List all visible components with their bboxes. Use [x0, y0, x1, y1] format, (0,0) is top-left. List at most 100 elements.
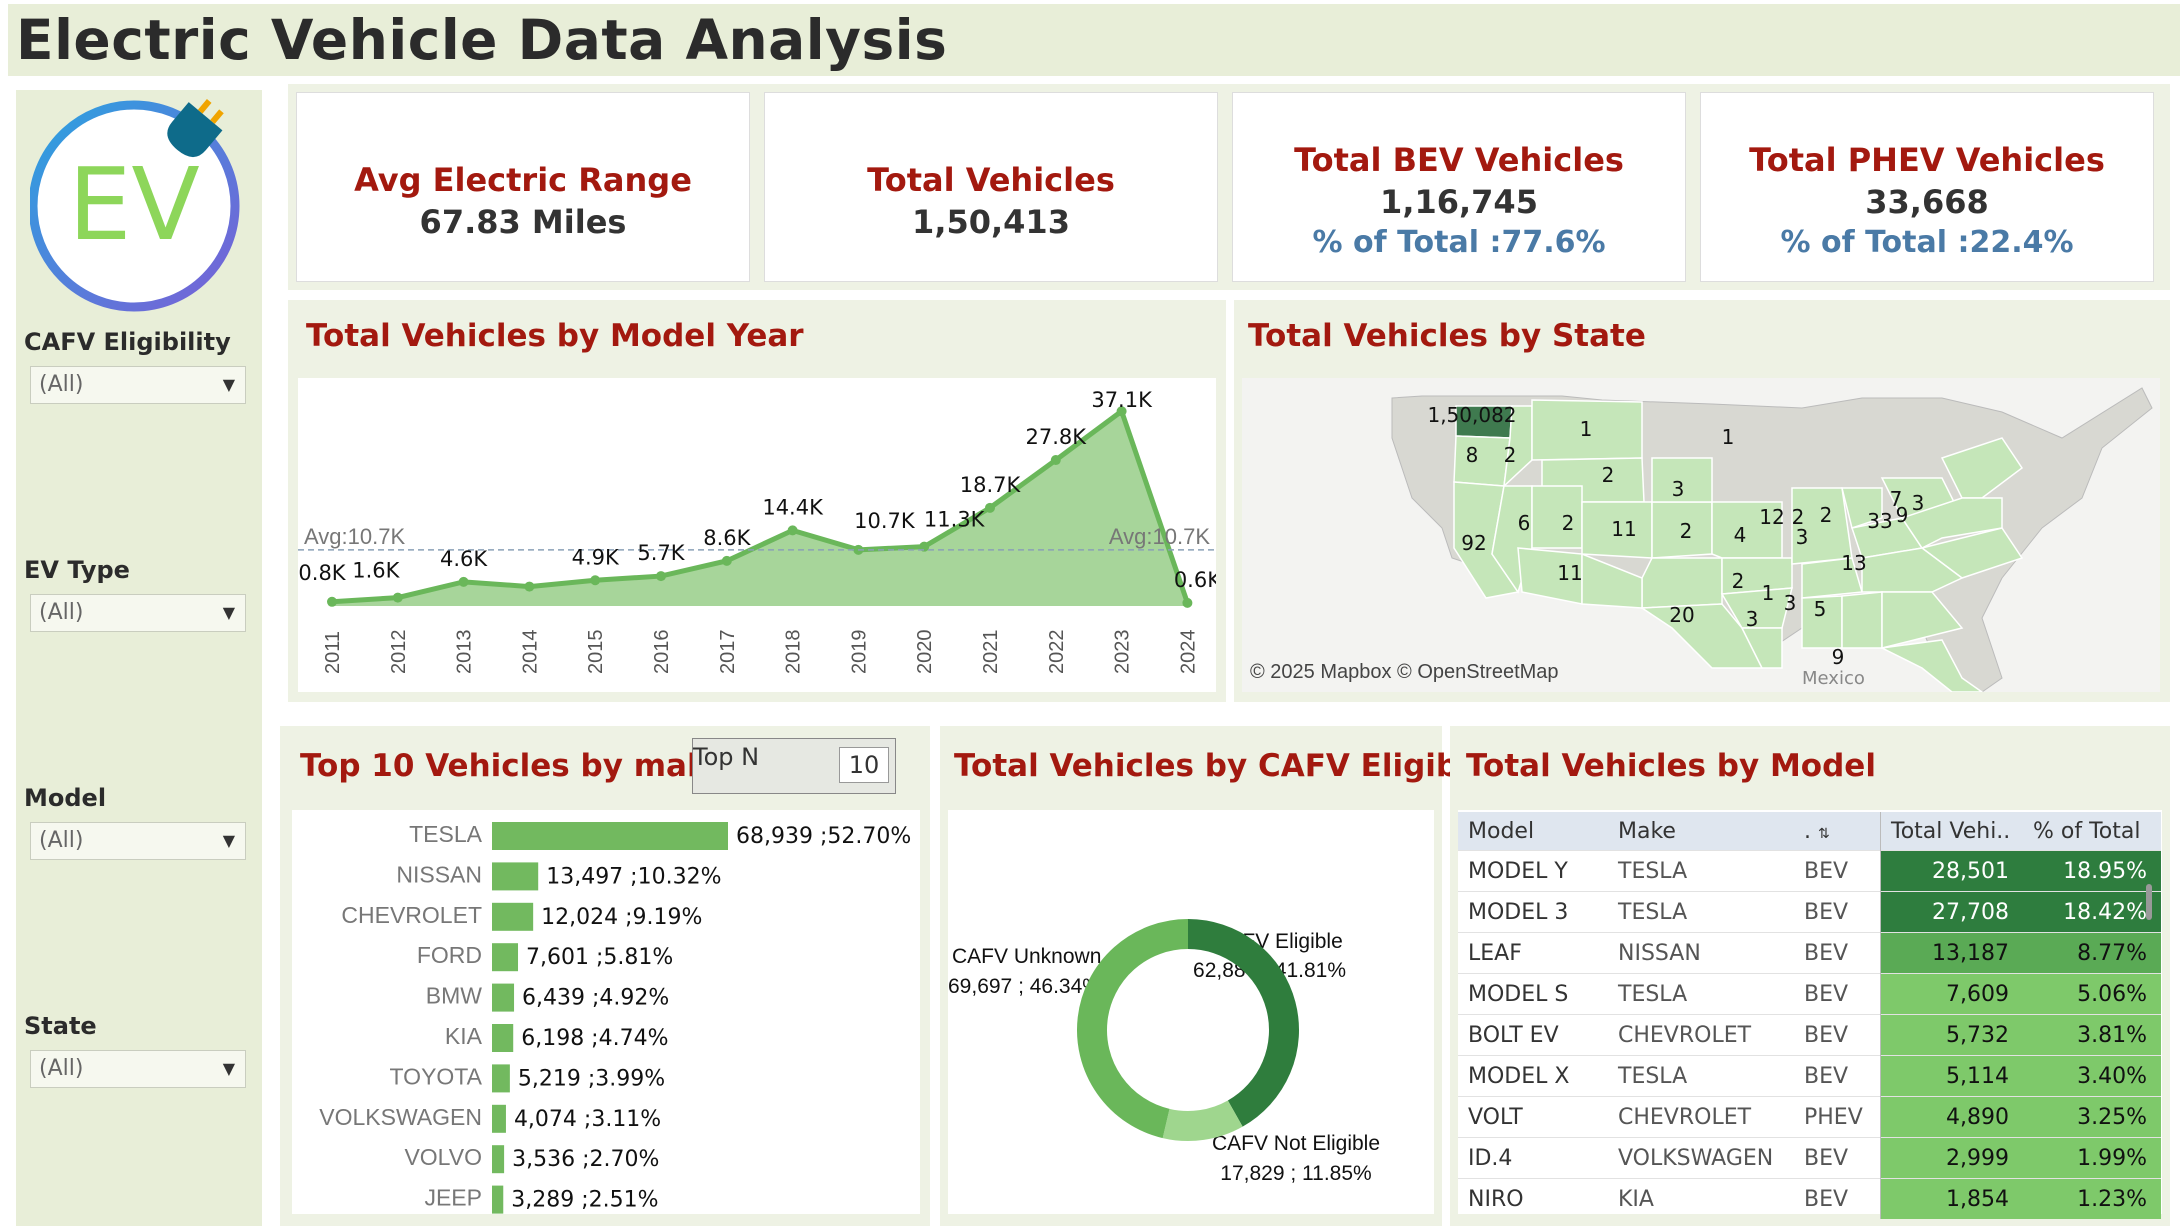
- map-label: 1: [1762, 581, 1775, 605]
- chevron-down-icon: ▼: [222, 1059, 235, 1078]
- filter-evtype-dropdown[interactable]: (All) ▼: [30, 594, 246, 632]
- table-cell-type: BEV: [1794, 1014, 1881, 1056]
- col-header-total[interactable]: Total Vehi..: [1880, 812, 2023, 851]
- kpi-total-value: 1,50,413: [912, 203, 1070, 241]
- bar-value-label: 3,289 ;2.51%: [511, 1188, 658, 1213]
- us-state-map[interactable]: Mexico © 2025 Mapbox © OpenStreetMap 1,5…: [1242, 378, 2160, 692]
- map-label: 3: [1796, 525, 1809, 549]
- table-cell-pct: 5.06%: [2023, 973, 2161, 1015]
- table-cell-pct: 18.95%: [2023, 850, 2161, 892]
- bar: [492, 822, 728, 850]
- data-label: 5.7K: [637, 541, 685, 565]
- bar: [492, 1104, 506, 1133]
- table-row[interactable]: VOLT CHEVROLET PHEV 4,890 3.25%: [1458, 1096, 2161, 1138]
- table-row[interactable]: BOLT EV CHEVROLET BEV 5,732 3.81%: [1458, 1014, 2161, 1056]
- data-label: 4.6K: [440, 547, 488, 571]
- kpi-phev-label: Total PHEV Vehicles: [1749, 141, 2105, 179]
- kpi-total: Total Vehicles 1,50,413: [764, 92, 1218, 282]
- x-tick-label: 2021: [980, 630, 1002, 675]
- data-point: [590, 575, 601, 586]
- map-label: 92: [1461, 531, 1486, 555]
- model-table: Model Make . ⇅ Total Vehi.. % of Total M…: [1458, 812, 2161, 1219]
- data-label: 14.4K: [762, 495, 824, 519]
- data-label: 1.6K: [352, 559, 400, 583]
- table-cell-pct: 3.40%: [2023, 1055, 2161, 1097]
- table-row[interactable]: NIRO KIA BEV 1,854 1.23%: [1458, 1178, 2161, 1219]
- topn-label: Top N: [693, 743, 760, 771]
- kpi-bev: Total BEV Vehicles 1,16,745 % of Total :…: [1232, 92, 1686, 282]
- data-label: 27.8K: [1026, 425, 1088, 449]
- table-row[interactable]: MODEL 3 TESLA BEV 27,708 18.42%: [1458, 891, 2161, 933]
- table-cell-type: BEV: [1794, 1178, 1881, 1219]
- bar: [492, 1145, 505, 1174]
- svg-text:EV: EV: [68, 146, 200, 263]
- kpi-avg-range: Avg Electric Range 67.83 Miles: [296, 92, 750, 282]
- data-point: [1116, 406, 1127, 417]
- kpi-phev-value: 33,668: [1865, 183, 1989, 221]
- table-cell-total: 27,708: [1880, 891, 2023, 933]
- map-label: 2: [1504, 443, 1517, 467]
- make-bar-chart: TESLA 68,939 ;52.70% NISSAN 13,497 ;10.32% C…: [319, 821, 911, 1214]
- topn-parameter[interactable]: Top N 10: [692, 738, 896, 794]
- table-cell-type: PHEV: [1794, 1096, 1881, 1138]
- cafv-donut-chart: CAFV Eligible 62,887 ; 41.81% CAFV Unkno…: [948, 919, 1380, 1185]
- table-cell-make: TESLA: [1608, 891, 1794, 933]
- bar-category-label: TESLA: [409, 821, 483, 847]
- map-label: 11: [1557, 561, 1582, 585]
- model-table-title: Total Vehicles by Model: [1466, 748, 1876, 784]
- table-cell-type: BEV: [1794, 973, 1881, 1015]
- map-label: 12: [1759, 505, 1784, 529]
- year-chart-title: Total Vehicles by Model Year: [306, 318, 804, 354]
- map-label: 4: [1734, 523, 1747, 547]
- chevron-down-icon: ▼: [222, 831, 235, 850]
- table-cell-pct: 18.42%: [2023, 891, 2161, 933]
- table-cell-type: BEV: [1794, 891, 1881, 933]
- filter-state-dropdown[interactable]: (All) ▼: [30, 1050, 246, 1088]
- chevron-down-icon: ▼: [222, 603, 235, 622]
- bar: [492, 1024, 514, 1052]
- sort-icon[interactable]: ⇅: [1818, 825, 1830, 842]
- table-row[interactable]: MODEL X TESLA BEV 5,114 3.40%: [1458, 1055, 2161, 1097]
- table-cell-model: MODEL X: [1458, 1055, 1608, 1097]
- col-header-pct[interactable]: % of Total: [2023, 812, 2161, 851]
- filter-model-label: Model: [24, 784, 107, 812]
- table-row[interactable]: MODEL Y TESLA BEV 28,501 18.95%: [1458, 850, 2161, 892]
- data-label: 8.6K: [703, 526, 751, 550]
- table-cell-make: CHEVROLET: [1608, 1096, 1794, 1138]
- bar-category-label: NISSAN: [396, 861, 482, 887]
- table-cell-total: 28,501: [1880, 850, 2023, 892]
- avg-label-right: Avg:10.7K: [1109, 524, 1210, 549]
- map-label: 3: [1784, 591, 1797, 615]
- kpi-phev: Total PHEV Vehicles 33,668 % of Total :2…: [1700, 92, 2154, 282]
- map-country-label: Mexico: [1802, 668, 1865, 689]
- table-row[interactable]: LEAF NISSAN BEV 13,187 8.77%: [1458, 932, 2161, 974]
- bar-category-label: VOLKSWAGEN: [319, 1104, 482, 1130]
- table-cell-make: KIA: [1608, 1178, 1794, 1219]
- kpi-total-label: Total Vehicles: [867, 161, 1115, 199]
- bar-category-label: JEEP: [424, 1185, 482, 1211]
- table-row[interactable]: MODEL S TESLA BEV 7,609 5.06%: [1458, 973, 2161, 1015]
- table-row[interactable]: ID.4 VOLKSWAGEN BEV 2,999 1.99%: [1458, 1137, 2161, 1179]
- map-label: 2: [1732, 569, 1745, 593]
- x-tick-label: 2013: [454, 630, 476, 675]
- filter-cafv-dropdown[interactable]: (All) ▼: [30, 366, 246, 404]
- avg-label-left: Avg:10.7K: [304, 524, 405, 549]
- topn-input[interactable]: 10: [839, 747, 889, 783]
- kpi-phev-pct: % of Total :22.4%: [1780, 225, 2074, 260]
- col-header-model[interactable]: Model: [1458, 812, 1608, 851]
- table-scrollbar[interactable]: [2146, 884, 2152, 920]
- map-label: 3: [1912, 491, 1925, 515]
- filter-model-dropdown[interactable]: (All) ▼: [30, 822, 246, 860]
- bar: [492, 1185, 504, 1214]
- col-header-type[interactable]: . ⇅: [1794, 812, 1881, 851]
- table-cell-total: 1,854: [1880, 1178, 2023, 1219]
- bar-category-label: VOLVO: [404, 1144, 482, 1170]
- table-cell-make: TESLA: [1608, 850, 1794, 892]
- map-label: 13: [1841, 551, 1866, 575]
- col-header-make[interactable]: Make: [1608, 812, 1794, 851]
- table-cell-model: MODEL 3: [1458, 891, 1608, 933]
- table-cell-pct: 1.23%: [2023, 1178, 2161, 1219]
- map-label: 1: [1580, 417, 1593, 441]
- filter-cafv-label: CAFV Eligibility: [24, 328, 231, 356]
- map-label: 3: [1746, 607, 1759, 631]
